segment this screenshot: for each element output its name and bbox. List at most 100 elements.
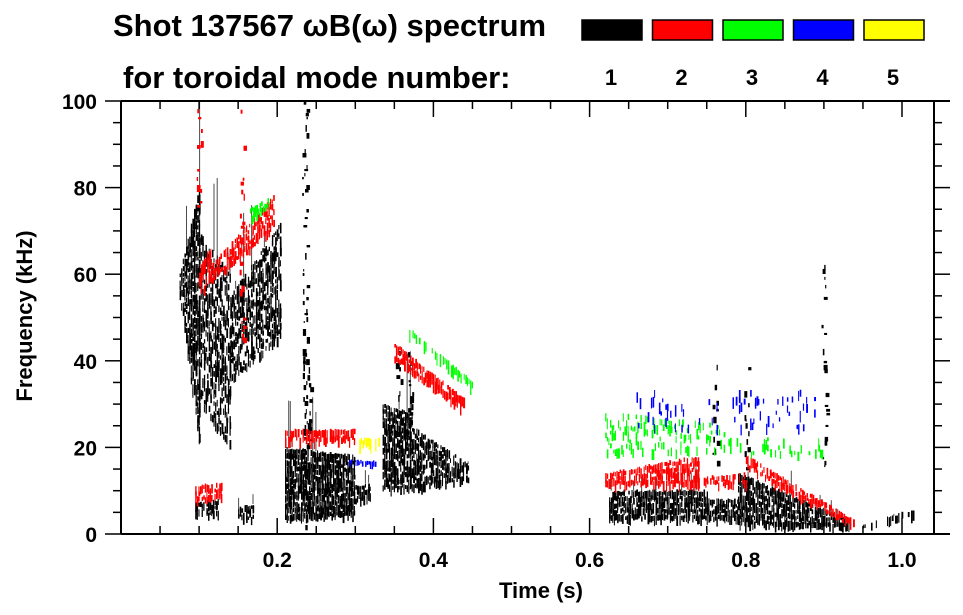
spectral-mark xyxy=(320,451,322,462)
spectral-mark xyxy=(693,514,695,519)
spectral-mark xyxy=(220,267,222,272)
spectral-mark xyxy=(890,516,892,526)
spectral-mark xyxy=(393,461,396,468)
spectral-mark xyxy=(189,315,191,321)
spectral-mark xyxy=(202,242,204,247)
spectral-mark xyxy=(353,462,355,471)
spectral-mark xyxy=(361,485,364,490)
spectral-mark xyxy=(734,516,736,522)
spectral-mark xyxy=(279,236,282,245)
feature xyxy=(712,364,721,467)
spectral-mark xyxy=(406,353,408,412)
spectral-mark xyxy=(763,445,766,455)
spectral-mark xyxy=(186,264,188,271)
spectral-mark xyxy=(259,339,261,348)
spectral-mark xyxy=(618,497,620,506)
spectral-mark xyxy=(871,522,873,531)
spectral-mark xyxy=(238,247,240,255)
spectral-mark xyxy=(262,272,264,280)
spectral-mark xyxy=(629,503,631,511)
spectral-mark xyxy=(189,308,191,316)
spectral-mark xyxy=(824,404,829,407)
spectral-mark xyxy=(432,458,434,467)
spectral-mark xyxy=(312,481,315,493)
spectral-mark xyxy=(289,454,292,465)
spectral-mark xyxy=(439,379,441,387)
spectral-mark xyxy=(721,475,723,482)
spectral-mark xyxy=(197,205,200,208)
spectral-mark xyxy=(247,336,250,342)
spectral-mark xyxy=(382,409,384,415)
spectral-mark xyxy=(197,324,199,335)
spectral-mark xyxy=(208,326,210,334)
spectral-mark xyxy=(374,461,377,467)
spectral-mark xyxy=(625,503,627,510)
spectral-mark xyxy=(646,416,649,423)
spectral-mark xyxy=(426,370,428,375)
spectral-mark xyxy=(192,299,194,307)
spectral-mark xyxy=(259,313,261,322)
spectral-mark xyxy=(445,480,447,490)
spectral-mark xyxy=(189,236,191,246)
spectral-mark xyxy=(430,471,432,478)
spectral-mark xyxy=(251,265,253,271)
spectral-mark xyxy=(611,431,614,442)
spectral-mark xyxy=(219,307,222,316)
spectral-mark xyxy=(680,459,682,471)
spectral-mark xyxy=(303,101,307,105)
spectral-mark xyxy=(698,491,701,502)
spectral-mark xyxy=(210,378,213,384)
spectral-mark xyxy=(787,479,789,490)
spectral-mark xyxy=(187,291,189,297)
spectral-mark xyxy=(198,303,201,310)
spectral-mark xyxy=(310,387,315,393)
spectral-mark xyxy=(235,318,237,326)
spectral-mark xyxy=(262,324,264,333)
spectral-mark xyxy=(236,293,239,305)
spectral-mark xyxy=(467,465,470,471)
spectral-mark xyxy=(613,432,615,441)
spectral-mark xyxy=(824,515,826,523)
spectral-mark xyxy=(817,500,820,504)
spectral-mark xyxy=(336,511,338,516)
spectral-mark xyxy=(829,504,831,512)
spectral-mark xyxy=(331,454,333,464)
spectral-mark xyxy=(195,220,198,229)
spectral-mark xyxy=(762,513,764,525)
spectral-mark xyxy=(289,490,292,495)
spectral-mark xyxy=(677,478,679,484)
spectral-mark xyxy=(630,448,632,455)
spectral-mark xyxy=(393,465,396,476)
spectral-mark xyxy=(650,516,653,523)
spectral-mark xyxy=(243,282,245,288)
spectral-mark xyxy=(440,479,442,489)
spectral-mark xyxy=(665,497,667,502)
spectral-mark xyxy=(194,268,195,278)
spectral-mark xyxy=(247,230,250,235)
spectral-mark xyxy=(273,338,275,347)
spectral-mark xyxy=(216,343,218,349)
spectral-mark xyxy=(698,418,701,425)
spectral-mark xyxy=(605,479,607,488)
spectral-mark xyxy=(630,425,633,431)
spectral-mark xyxy=(271,310,273,318)
spectral-mark xyxy=(207,385,209,397)
spectral-mark xyxy=(262,279,264,290)
spectral-mark xyxy=(389,467,391,472)
spectral-mark xyxy=(213,364,215,368)
spectral-mark xyxy=(305,514,308,524)
spectral-mark xyxy=(260,300,263,311)
spectral-mark xyxy=(657,497,659,504)
spectral-mark xyxy=(226,247,229,258)
spectral-mark xyxy=(318,493,320,503)
spectral-mark xyxy=(271,333,274,340)
spectral-mark xyxy=(224,391,227,398)
spectral-mark xyxy=(257,238,259,244)
spectral-mark xyxy=(205,395,207,406)
spectral-mark xyxy=(289,495,292,504)
spectral-mark xyxy=(802,521,804,530)
spectral-mark xyxy=(621,491,624,496)
spectral-mark xyxy=(716,498,718,506)
spectral-mark xyxy=(706,505,708,511)
spectral-mark xyxy=(273,287,275,295)
